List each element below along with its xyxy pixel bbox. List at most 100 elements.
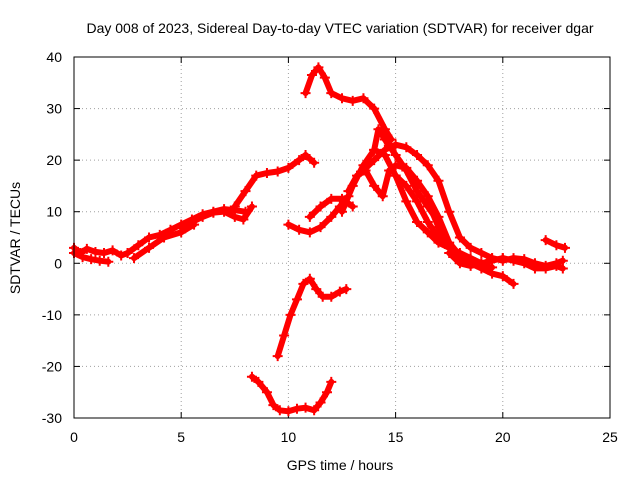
series-track-11 — [343, 165, 395, 202]
data-point — [279, 330, 290, 341]
data-point — [412, 149, 423, 160]
data-point — [268, 400, 279, 411]
data-point — [315, 222, 326, 233]
data-point — [283, 219, 294, 230]
data-point — [401, 180, 412, 191]
data-point — [433, 175, 444, 186]
y-tick-label: -30 — [42, 410, 62, 426]
data-point — [369, 103, 380, 114]
data-point — [540, 263, 551, 274]
series-track-20 — [272, 273, 352, 362]
data-point — [317, 291, 328, 302]
plot-area — [69, 62, 570, 417]
data-point — [465, 260, 476, 271]
data-point — [540, 235, 551, 246]
data-point — [261, 168, 272, 179]
data-point — [412, 175, 423, 186]
y-tick-label: -20 — [42, 358, 62, 374]
data-point — [343, 186, 354, 197]
data-point — [90, 246, 101, 257]
data-point — [379, 149, 390, 160]
data-point — [454, 232, 465, 243]
plot-frame — [73, 56, 611, 419]
data-point — [306, 70, 317, 81]
data-point — [401, 196, 412, 207]
data-point — [311, 284, 322, 295]
data-point — [291, 403, 302, 414]
data-point — [465, 242, 476, 253]
series-track-21 — [246, 371, 337, 417]
series-track-7 — [300, 62, 397, 145]
data-point — [347, 95, 358, 106]
data-point — [107, 245, 118, 256]
y-tick-label: 10 — [46, 204, 62, 220]
data-point — [285, 309, 296, 320]
series-track-6 — [229, 149, 320, 212]
data-point — [508, 255, 519, 266]
data-point — [377, 191, 388, 202]
series-track-4 — [129, 219, 200, 264]
y-axis-label: SDTVAR / TECUs — [7, 182, 23, 294]
data-point — [551, 240, 562, 251]
data-point — [315, 397, 326, 408]
data-point — [272, 351, 283, 362]
data-point — [122, 247, 133, 258]
data-point — [261, 387, 272, 398]
x-axis-label: GPS time / hours — [287, 457, 394, 473]
data-point — [454, 258, 465, 269]
data-point — [315, 201, 326, 212]
data-point — [497, 253, 508, 264]
data-point — [298, 278, 309, 289]
x-tick-label: 15 — [388, 429, 404, 445]
data-point — [186, 217, 197, 228]
data-point — [379, 134, 390, 145]
data-point — [390, 149, 401, 160]
data-point — [208, 207, 219, 218]
data-point — [422, 196, 433, 207]
data-point — [326, 193, 337, 204]
data-point — [219, 206, 230, 217]
data-point — [369, 144, 380, 155]
data-point — [412, 186, 423, 197]
data-point — [326, 376, 337, 387]
series-track-19 — [540, 235, 570, 253]
data-point — [253, 376, 264, 387]
data-point — [144, 232, 155, 243]
data-point — [347, 201, 358, 212]
x-tick-label: 25 — [602, 429, 618, 445]
data-point — [444, 206, 455, 217]
data-point — [326, 291, 337, 302]
data-point — [144, 242, 155, 253]
series-line — [231, 152, 318, 210]
series-line — [345, 167, 393, 200]
data-point — [283, 406, 294, 417]
data-point — [238, 214, 249, 225]
data-point — [313, 62, 324, 73]
y-tick-label: 30 — [46, 101, 62, 117]
data-point — [304, 273, 315, 284]
data-point — [529, 263, 540, 274]
data-point — [390, 170, 401, 181]
data-point — [358, 165, 369, 176]
series-line — [274, 275, 350, 360]
data-point — [309, 157, 320, 168]
data-point — [559, 242, 570, 253]
data-point — [337, 206, 347, 217]
data-point — [246, 371, 257, 382]
data-point — [326, 88, 337, 99]
data-point — [476, 258, 487, 269]
data-point — [369, 155, 380, 166]
data-point — [497, 271, 508, 282]
data-point — [412, 196, 423, 207]
y-tick-label: 0 — [54, 255, 62, 271]
data-point — [197, 211, 208, 222]
data-point — [422, 160, 433, 171]
data-point — [433, 222, 444, 233]
data-point — [321, 387, 332, 398]
data-point — [337, 93, 347, 104]
data-point — [229, 211, 240, 222]
y-tick-label: -10 — [42, 307, 62, 323]
data-point — [487, 255, 498, 266]
data-point — [352, 170, 363, 181]
